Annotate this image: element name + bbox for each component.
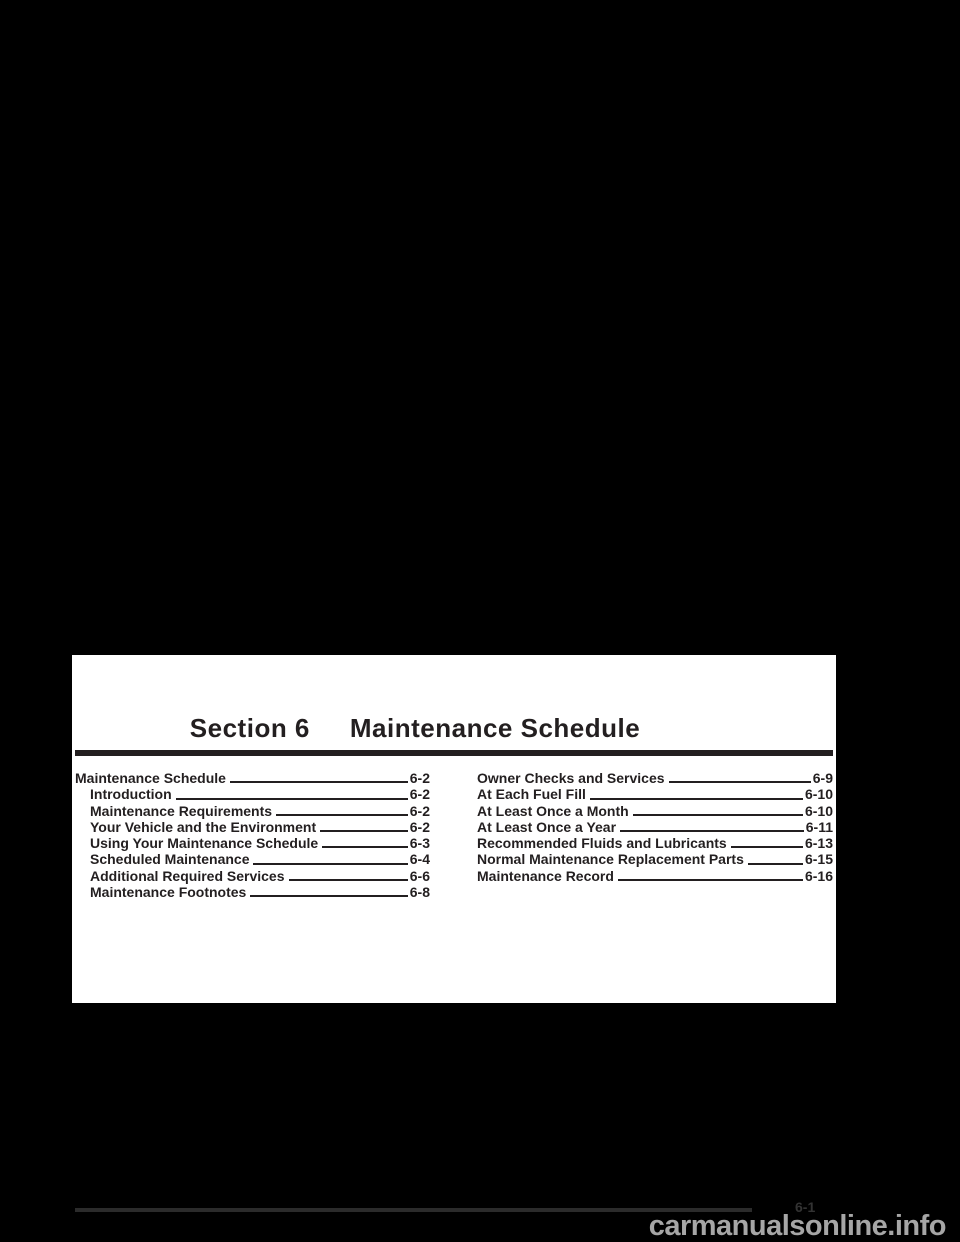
toc-entry: Recommended Fluids and Lubricants 6-13 bbox=[477, 835, 833, 851]
toc-entry: Maintenance Footnotes 6-8 bbox=[75, 884, 430, 900]
toc-entry-label: At Least Once a Month bbox=[477, 802, 629, 819]
toc-entry-page-number: 6-4 bbox=[409, 851, 430, 868]
section-title: Maintenance Schedule bbox=[349, 713, 641, 743]
footer-rule bbox=[75, 1208, 752, 1212]
toc-entry: Your Vehicle and the Environment 6-2 bbox=[75, 819, 430, 835]
toc-leader-line bbox=[589, 797, 803, 800]
toc-entry: At Least Once a Year 6-11 bbox=[477, 819, 833, 835]
toc-entry-page-number: 6-16 bbox=[804, 867, 833, 884]
toc-entry: Additional Required Services 6-6 bbox=[75, 868, 430, 884]
toc-entry: Scheduled Maintenance 6-4 bbox=[75, 851, 430, 867]
toc-leader-line bbox=[730, 846, 803, 849]
toc-entry: Maintenance Schedule 6-2 bbox=[75, 770, 430, 786]
toc-entry-label: At Each Fuel Fill bbox=[477, 786, 586, 803]
toc-leader-line bbox=[668, 781, 811, 784]
toc-entry-page-number: 6-10 bbox=[804, 802, 833, 819]
toc-leader-line bbox=[322, 846, 408, 849]
toc-leader-line bbox=[276, 813, 408, 816]
toc-left-column: Maintenance Schedule 6-2 Introduction 6-2 Ma… bbox=[75, 770, 430, 900]
toc-entry: Introduction 6-2 bbox=[75, 786, 430, 802]
toc-leader-line bbox=[620, 830, 804, 833]
toc-entry-label: Maintenance Requirements bbox=[90, 802, 273, 819]
toc-entry-label: Recommended Fluids and Lubricants bbox=[477, 835, 727, 852]
toc-entry-page-number: 6-13 bbox=[804, 835, 833, 852]
toc-entry-page-number: 6-2 bbox=[409, 786, 430, 803]
toc-leader-line bbox=[229, 781, 408, 784]
toc-entry-page-number: 6-8 bbox=[409, 884, 430, 901]
toc-entry-label: Owner Checks and Services bbox=[477, 770, 665, 786]
toc-leader-line bbox=[617, 879, 803, 882]
toc-entry-page-number: 6-11 bbox=[805, 818, 833, 835]
toc-entry-label: Maintenance Schedule bbox=[75, 770, 226, 786]
toc-entry-page-number: 6-6 bbox=[409, 867, 430, 884]
manual-page-scan: Section 6 Maintenance Schedule Maintenanc… bbox=[72, 655, 836, 1003]
toc-entry-page-number: 6-2 bbox=[409, 770, 430, 786]
toc-entry-label: Scheduled Maintenance bbox=[90, 851, 250, 868]
section-number: Section 6 bbox=[189, 713, 310, 743]
toc-entry: At Each Fuel Fill 6-10 bbox=[477, 786, 833, 802]
toc-leader-line bbox=[253, 862, 408, 865]
toc-entry-page-number: 6-2 bbox=[409, 802, 430, 819]
heading-rule bbox=[75, 750, 833, 756]
toc-entry: Using Your Maintenance Schedule 6-3 bbox=[75, 835, 430, 851]
toc-entry-page-number: 6-10 bbox=[804, 786, 833, 803]
footer-page-number: 6-1 bbox=[795, 1199, 816, 1215]
toc-entry-page-number: 6-15 bbox=[804, 851, 833, 868]
toc-leader-line bbox=[175, 797, 408, 800]
toc-entry-page-number: 6-9 bbox=[812, 770, 833, 786]
table-of-contents: Maintenance Schedule 6-2 Introduction 6-2 Ma… bbox=[75, 763, 833, 900]
toc-entry-label: At Least Once a Year bbox=[477, 818, 617, 835]
toc-leader-line bbox=[632, 813, 803, 816]
toc-entry-label: Additional Required Services bbox=[90, 867, 285, 884]
toc-entry: Owner Checks and Services 6-9 bbox=[477, 770, 833, 786]
toc-entry: Maintenance Record 6-16 bbox=[477, 868, 833, 884]
toc-entry-label: Maintenance Footnotes bbox=[90, 884, 247, 901]
toc-entry-label: Maintenance Record bbox=[477, 867, 614, 884]
toc-entry: Normal Maintenance Replacement Parts 6-15 bbox=[477, 851, 833, 867]
toc-entry-label: Using Your Maintenance Schedule bbox=[90, 835, 319, 852]
toc-leader-line bbox=[320, 830, 408, 833]
toc-entry-label: Introduction bbox=[90, 786, 172, 803]
toc-entry: Maintenance Requirements 6-2 bbox=[75, 803, 430, 819]
toc-right-column: Owner Checks and Services 6-9 At Each Fuel… bbox=[477, 770, 833, 900]
toc-entry-label: Your Vehicle and the Environment bbox=[90, 818, 317, 835]
toc-entry-label: Normal Maintenance Replacement Parts bbox=[477, 851, 744, 868]
toc-leader-line bbox=[250, 895, 408, 898]
toc-leader-line bbox=[747, 862, 803, 865]
toc-entry-page-number: 6-3 bbox=[409, 835, 430, 852]
watermark-link[interactable]: carmanualsonline.info bbox=[648, 1210, 947, 1242]
section-heading: Section 6 Maintenance Schedule bbox=[72, 713, 758, 744]
toc-leader-line bbox=[288, 879, 408, 882]
toc-entry: At Least Once a Month 6-10 bbox=[477, 803, 833, 819]
toc-entry-page-number: 6-2 bbox=[409, 818, 430, 835]
